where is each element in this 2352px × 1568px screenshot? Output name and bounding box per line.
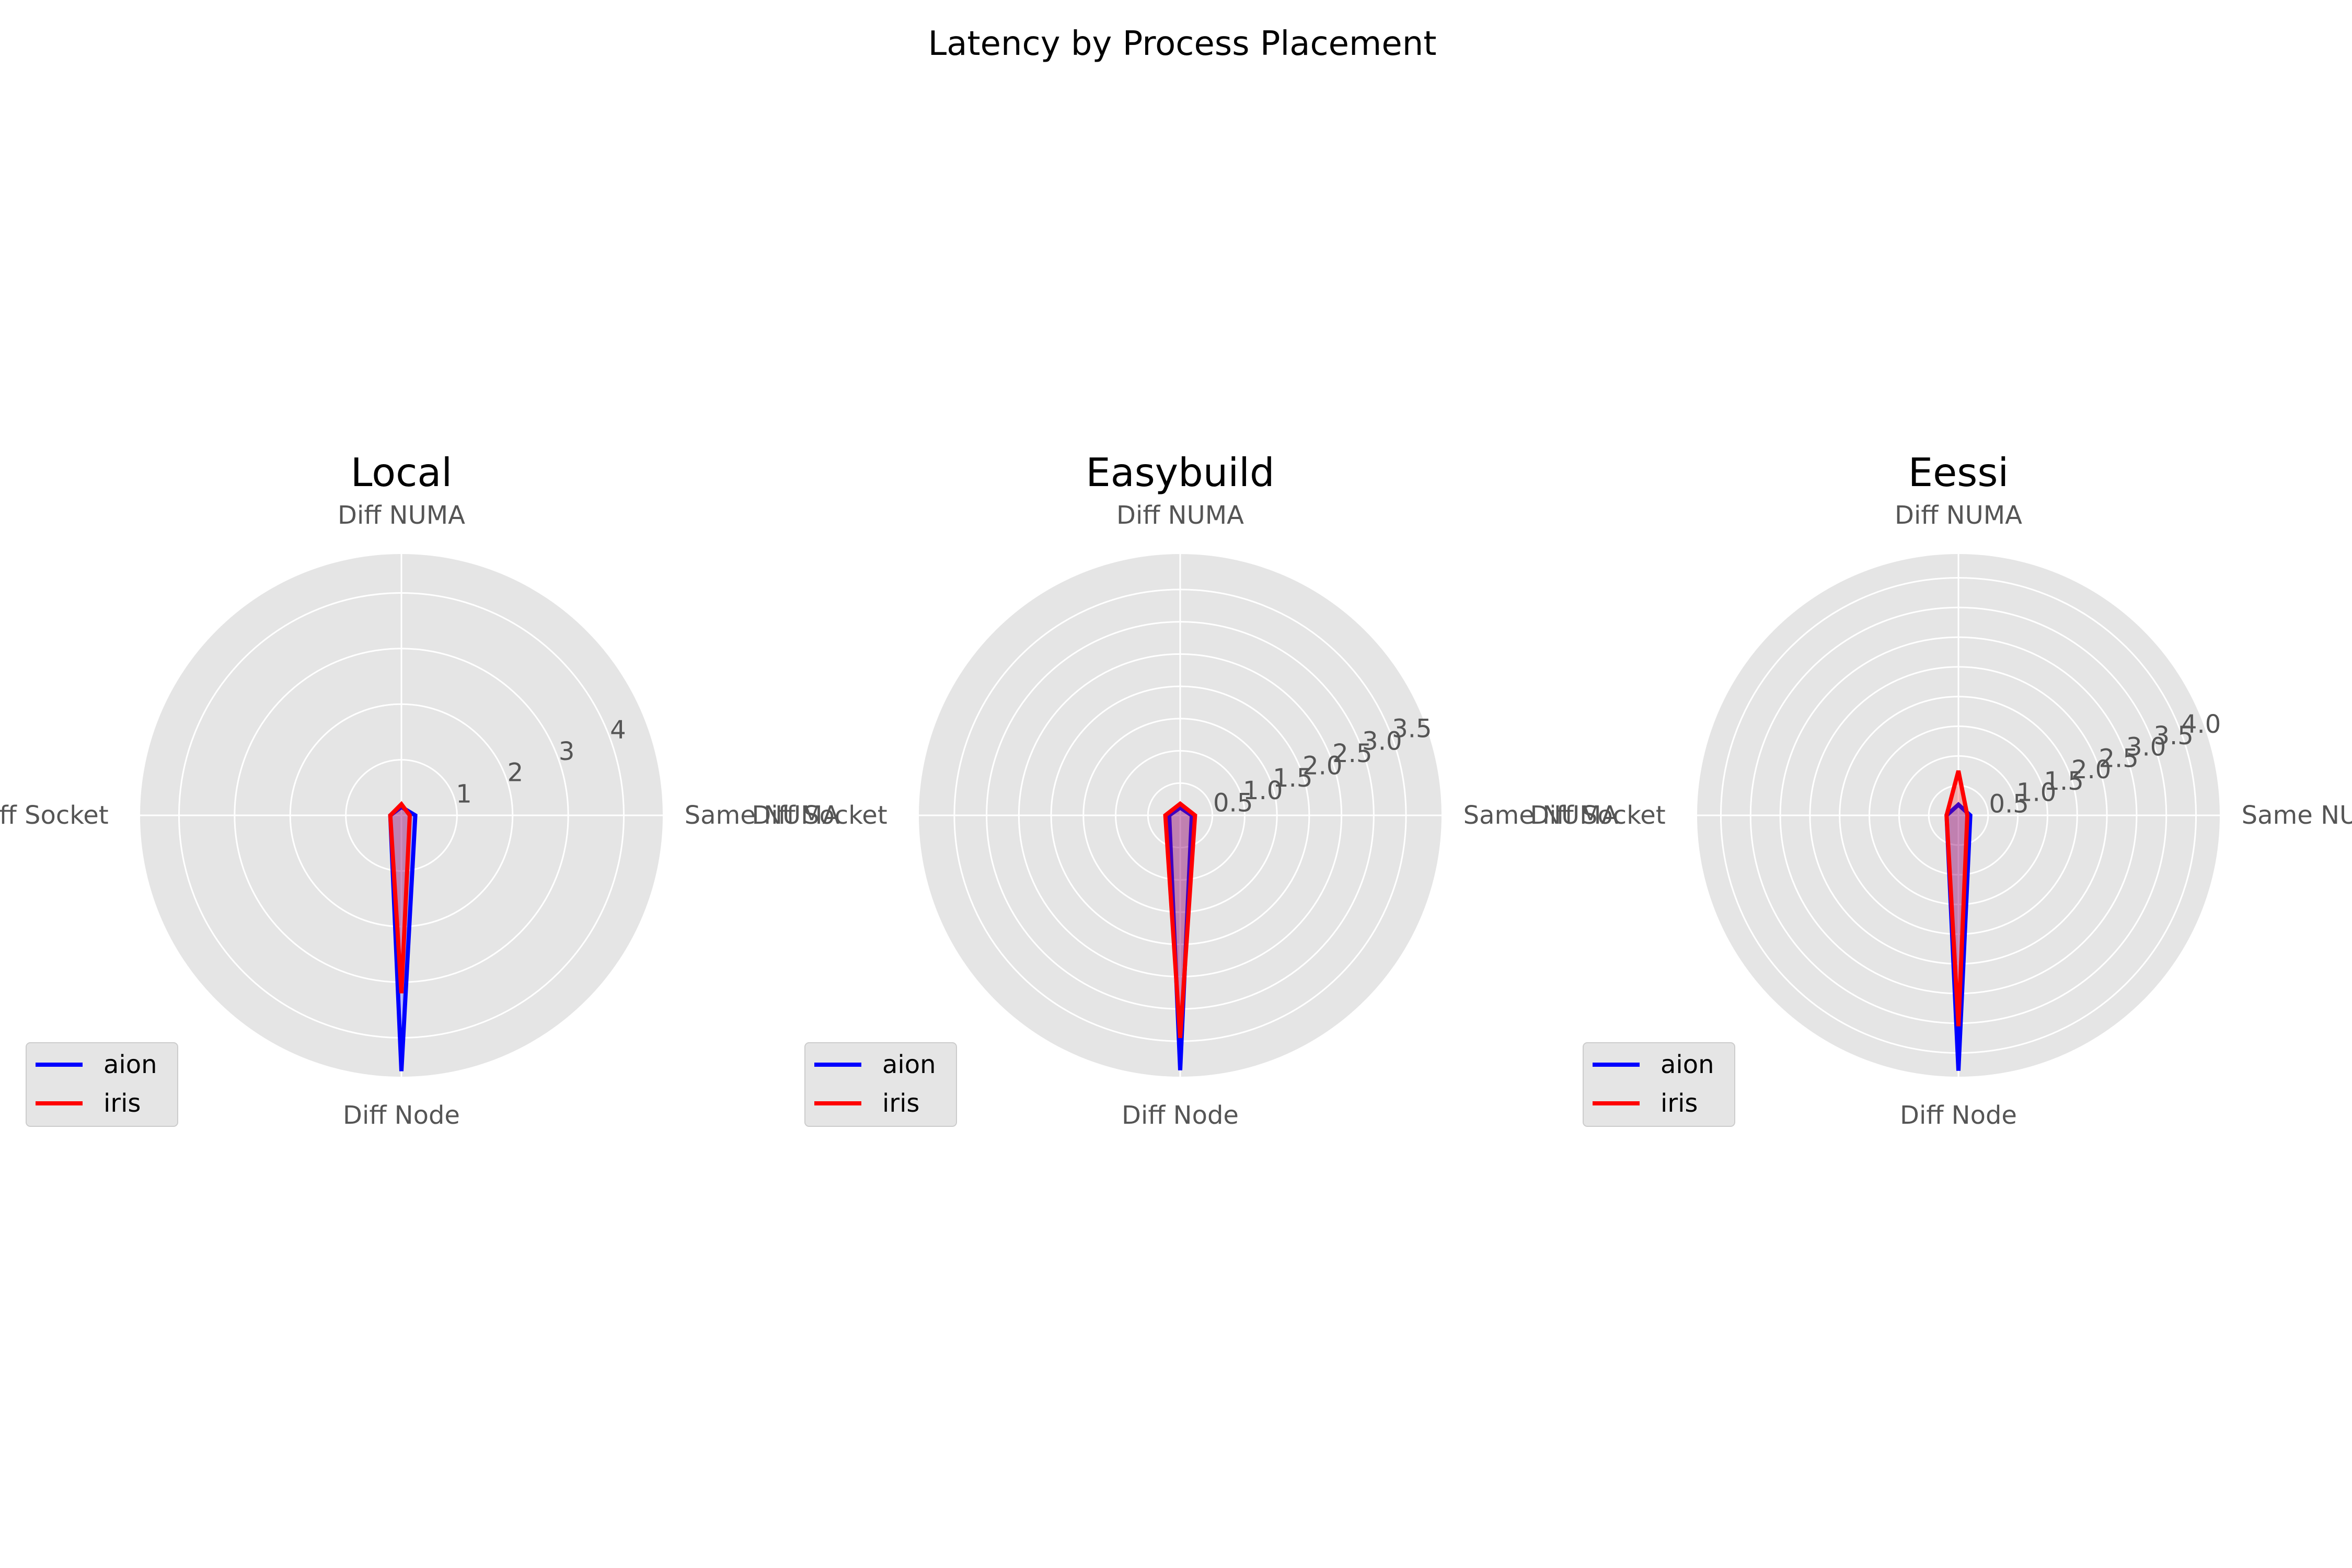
radial-tick-label: 4 [610, 716, 626, 745]
radial-tick-label: 3.0 [2126, 733, 2166, 762]
radar-panels: 1 2 3 4 Same NUMA Diff NUMA Diff Socket Diff No… [0, 449, 2352, 1130]
radial-tick-label: 1.5 [1273, 764, 1312, 793]
radial-tick-label: 1.5 [2044, 767, 2083, 796]
radial-tick-label: 0.5 [1989, 789, 2028, 818]
radar-panel-easybuild: 0.51.01.52.02.53.03.5 Same NUMA Diff NUMA D… [752, 449, 1618, 1130]
category-label-same-numa: Same NUMA [2242, 801, 2352, 830]
panel-title: Easybuild [1086, 449, 1274, 495]
category-label-same-numa: Same NUMA [685, 801, 840, 830]
category-label-diff-node: Diff Node [1900, 1101, 2017, 1130]
legend: aion iris [1583, 1042, 1735, 1127]
radial-tick-label: 2.5 [2099, 744, 2138, 773]
legend-label-aion: aion [1661, 1050, 1714, 1079]
radial-tick-label: 3.5 [2153, 721, 2193, 751]
panel-title: Local [351, 449, 452, 495]
category-label-same-numa: Same NUMA [1463, 801, 1619, 830]
legend-label-aion: aion [103, 1050, 157, 1079]
radial-tick-label: 2.0 [1302, 752, 1342, 781]
radial-tick-label: 4.0 [2181, 710, 2221, 739]
legend-label-iris: iris [882, 1089, 919, 1118]
legend-label-iris: iris [103, 1089, 141, 1118]
radial-tick-label: 1 [456, 779, 472, 809]
category-label-diff-numa: Diff NUMA [1116, 501, 1244, 530]
radial-tick-label: 2 [508, 758, 524, 788]
legend: aion iris [804, 1042, 957, 1127]
category-label-diff-numa: Diff NUMA [1895, 501, 2022, 530]
figure-title: Latency by Process Placement [928, 25, 1437, 63]
radial-tick-label: 3 [559, 737, 575, 766]
category-label-diff-node: Diff Node [1122, 1101, 1239, 1130]
radar-panel-eessi: 0.51.01.52.02.53.03.54.0 Same NUMA Diff NU… [1530, 449, 2352, 1130]
legend: aion iris [26, 1042, 178, 1127]
radial-tick-label: 0.5 [1213, 788, 1253, 817]
radial-tick-label: 1.0 [1243, 776, 1283, 805]
radial-tick-label: 3.0 [1362, 727, 1402, 756]
panel-title: Eessi [1908, 449, 2009, 495]
radial-tick-label: 1.0 [2016, 778, 2056, 808]
radar-panel-local: 1 2 3 4 Same NUMA Diff NUMA Diff Socket Diff No… [0, 449, 840, 1130]
radial-tick-label: 2.5 [1332, 739, 1372, 768]
category-label-diff-socket: Diff Socket [0, 801, 109, 830]
category-label-diff-socket: Diff Socket [752, 801, 887, 830]
legend-label-iris: iris [1661, 1089, 1698, 1118]
category-label-diff-socket: Diff Socket [1530, 801, 1665, 830]
category-label-diff-numa: Diff NUMA [338, 501, 465, 530]
radial-tick-label: 3.5 [1392, 714, 1432, 744]
radial-tick-label: 2.0 [2071, 755, 2111, 785]
category-label-diff-node: Diff Node [343, 1101, 460, 1130]
legend-label-aion: aion [882, 1050, 936, 1079]
